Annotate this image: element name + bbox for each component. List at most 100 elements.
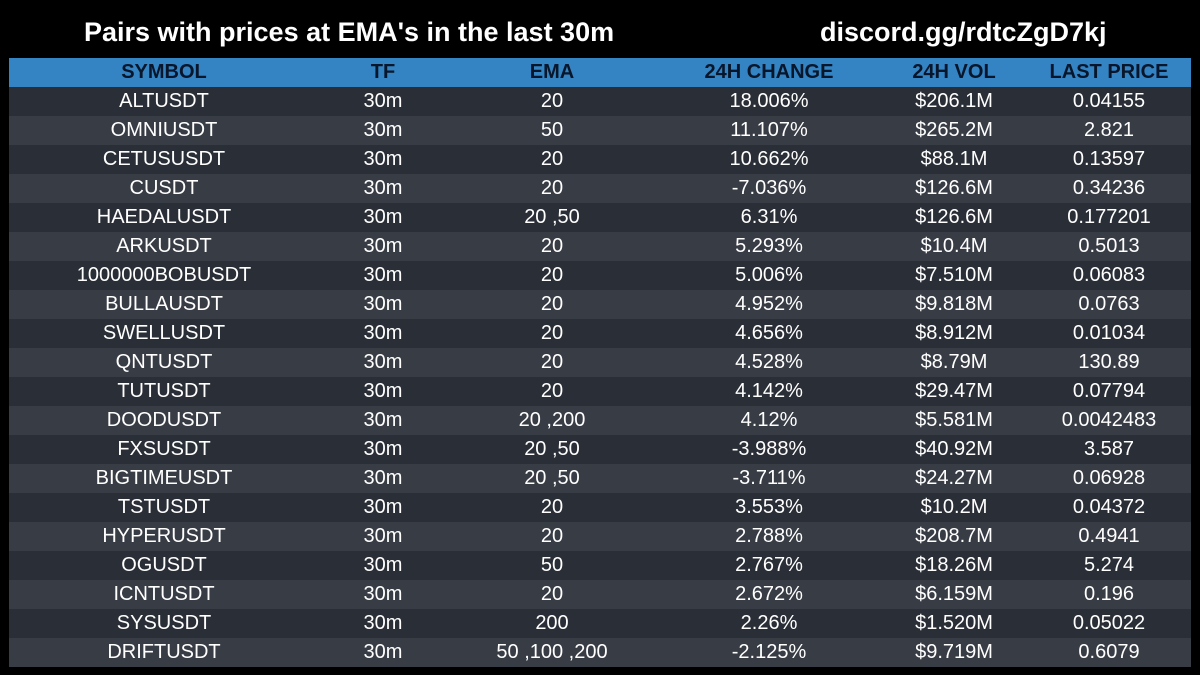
tf-cell: 30m <box>363 496 403 518</box>
ema-cell: 20 ,50 <box>524 206 580 228</box>
tf-cell: 30m <box>363 322 403 344</box>
volume-cell: $206.1M <box>915 90 993 112</box>
ema-cell: 20 <box>540 583 564 605</box>
last-price-cell: 2.821 <box>1083 119 1135 141</box>
table-row: SYSUSDT 30m 200 2.26% $1.520M 0.05022 <box>9 609 1191 638</box>
tf-cell: 30m <box>363 467 403 489</box>
volume-cell: $126.6M <box>915 177 993 199</box>
tf-cell: 30m <box>363 380 403 402</box>
change-cell: -3.988% <box>731 438 807 460</box>
table-row: ARKUSDT 30m 20 5.293% $10.4M 0.5013 <box>9 232 1191 261</box>
table-row: FXSUSDT 30m 20 ,50 -3.988% $40.92M 3.587 <box>9 435 1191 464</box>
ema-cell: 20 <box>540 90 564 112</box>
table-row: 1000000BOBUSDT 30m 20 5.006% $7.510M 0.06083 <box>9 261 1191 290</box>
volume-cell: $88.1M <box>920 148 988 170</box>
table-row: TSTUSDT 30m 20 3.553% $10.2M 0.04372 <box>9 493 1191 522</box>
table-row: OMNIUSDT 30m 50 11.107% $265.2M 2.821 <box>9 116 1191 145</box>
ema-cell: 200 <box>535 612 569 634</box>
volume-cell: $40.92M <box>915 438 993 460</box>
column-header-tf: TF <box>370 61 396 83</box>
table-row: CETUSUSDT 30m 20 10.662% $88.1M 0.13597 <box>9 145 1191 174</box>
symbol-cell: SWELLUSDT <box>102 322 226 344</box>
tf-cell: 30m <box>363 119 403 141</box>
last-price-cell: 0.13597 <box>1072 148 1146 170</box>
change-cell: 11.107% <box>730 119 808 141</box>
table-row: OGUSDT 30m 50 2.767% $18.26M 5.274 <box>9 551 1191 580</box>
volume-cell: $10.2M <box>920 496 988 518</box>
volume-cell: $126.6M <box>915 206 993 228</box>
volume-cell: $6.159M <box>915 583 993 605</box>
table-row: CUSDT 30m 20 -7.036% $126.6M 0.34236 <box>9 174 1191 203</box>
tf-cell: 30m <box>363 438 403 460</box>
column-header-24h-change: 24H CHANGE <box>704 61 834 83</box>
change-cell: 2.26% <box>740 612 798 634</box>
change-cell: 18.006% <box>729 90 809 112</box>
symbol-cell: DRIFTUSDT <box>107 641 221 663</box>
ema-cell: 50 <box>540 119 564 141</box>
volume-cell: $208.7M <box>915 525 993 547</box>
tf-cell: 30m <box>363 554 403 576</box>
tf-cell: 30m <box>363 177 403 199</box>
last-price-cell: 0.4941 <box>1078 525 1140 547</box>
volume-cell: $1.520M <box>915 612 993 634</box>
symbol-cell: TUTUSDT <box>117 380 211 402</box>
last-price-cell: 0.06083 <box>1072 264 1146 286</box>
symbol-cell: CUSDT <box>129 177 199 199</box>
symbol-cell: OGUSDT <box>121 554 207 576</box>
ema-cell: 20 <box>540 525 564 547</box>
symbol-cell: FXSUSDT <box>117 438 211 460</box>
symbol-cell: 1000000BOBUSDT <box>76 264 252 286</box>
change-cell: 5.293% <box>735 235 803 257</box>
symbol-cell: BIGTIMEUSDT <box>95 467 233 489</box>
tf-cell: 30m <box>363 206 403 228</box>
change-cell: -2.125% <box>731 641 807 663</box>
tf-cell: 30m <box>363 583 403 605</box>
ema-cell: 50 ,100 ,200 <box>496 641 608 663</box>
table-row: HYPERUSDT 30m 20 2.788% $208.7M 0.4941 <box>9 522 1191 551</box>
column-header-symbol: SYMBOL <box>121 61 207 83</box>
table-row: ICNTUSDT 30m 20 2.672% $6.159M 0.196 <box>9 580 1191 609</box>
volume-cell: $7.510M <box>915 264 993 286</box>
page-title: Pairs with prices at EMA's in the last 3… <box>84 17 615 47</box>
symbol-cell: DOODUSDT <box>106 409 222 431</box>
ema-cell: 20 ,200 <box>518 409 586 431</box>
symbol-cell: BULLAUSDT <box>105 293 223 315</box>
last-price-cell: 5.274 <box>1083 554 1135 576</box>
symbol-cell: QNTUSDT <box>115 351 213 373</box>
ema-cell: 20 <box>540 264 564 286</box>
symbol-cell: HAEDALUSDT <box>96 206 232 228</box>
symbol-cell: HYPERUSDT <box>102 525 226 547</box>
volume-cell: $5.581M <box>915 409 993 431</box>
ema-cell: 20 ,50 <box>524 438 580 460</box>
discord-link[interactable]: discord.gg/rdtcZgD7kj <box>820 17 1107 47</box>
change-cell: 2.672% <box>735 583 803 605</box>
volume-cell: $8.79M <box>920 351 988 373</box>
change-cell: 2.767% <box>735 554 803 576</box>
symbol-cell: ALTUSDT <box>119 90 209 112</box>
change-cell: -3.711% <box>732 467 806 489</box>
tf-cell: 30m <box>363 264 403 286</box>
last-price-cell: 130.89 <box>1078 351 1140 373</box>
change-cell: 3.553% <box>735 496 803 518</box>
table-row: HAEDALUSDT 30m 20 ,50 6.31% $126.6M 0.177201 <box>9 203 1191 232</box>
last-price-cell: 0.04155 <box>1072 90 1146 112</box>
ema-cell: 20 <box>540 380 564 402</box>
last-price-cell: 0.04372 <box>1072 496 1146 518</box>
change-cell: 4.952% <box>735 293 803 315</box>
change-cell: 4.528% <box>735 351 803 373</box>
change-cell: 2.788% <box>735 525 803 547</box>
tf-cell: 30m <box>363 235 403 257</box>
table-row: DRIFTUSDT 30m 50 ,100 ,200 -2.125% $9.719M 0.… <box>9 638 1191 667</box>
column-header-last-price: LAST PRICE <box>1049 61 1169 83</box>
last-price-cell: 0.177201 <box>1067 206 1151 228</box>
volume-cell: $8.912M <box>915 322 993 344</box>
table-body: ALTUSDT 30m 20 18.006% $206.1M 0.04155 OMNIUSD… <box>9 87 1191 667</box>
ema-cell: 20 <box>540 177 564 199</box>
tf-cell: 30m <box>363 293 403 315</box>
change-cell: -7.036% <box>731 177 807 199</box>
last-price-cell: 0.5013 <box>1078 235 1140 257</box>
change-cell: 4.12% <box>740 409 798 431</box>
change-cell: 5.006% <box>735 264 803 286</box>
volume-cell: $9.719M <box>915 641 993 663</box>
last-price-cell: 0.05022 <box>1072 612 1146 634</box>
